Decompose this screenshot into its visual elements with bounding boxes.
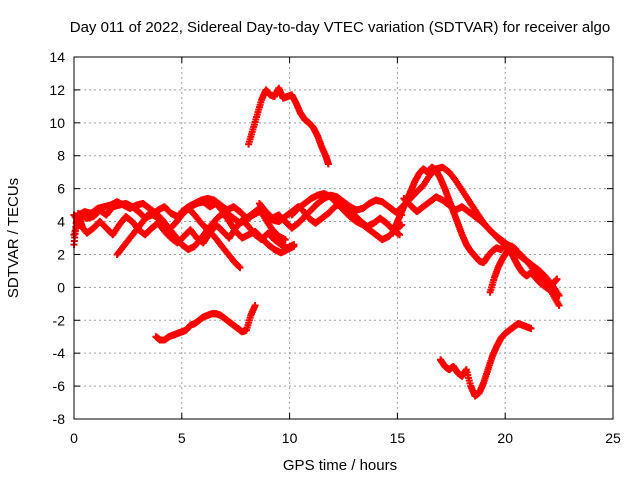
y-tick-label: 12 (49, 82, 65, 98)
data-point (290, 241, 298, 249)
data-point (396, 231, 404, 239)
data-points (70, 84, 563, 400)
data-point (235, 263, 243, 271)
data-point (281, 236, 289, 244)
series-s5 (178, 195, 289, 244)
x-tick-label: 5 (178, 430, 186, 446)
x-axis-title: GPS time / hours (283, 457, 397, 474)
y-tick-label: -6 (53, 378, 66, 394)
chart-title: Day 011 of 2022, Sidereal Day-to-day VTE… (70, 19, 611, 36)
series-s12 (486, 242, 520, 296)
x-tick-label: 10 (282, 430, 298, 446)
series-s14 (152, 301, 259, 344)
data-point (527, 325, 535, 332)
plot-frame (73, 56, 614, 420)
y-tick-label: 0 (57, 279, 65, 295)
grid (74, 57, 613, 419)
x-tick-label: 0 (70, 430, 78, 446)
series-s16 (70, 209, 87, 249)
series-s15 (437, 320, 535, 400)
y-tick-label: 10 (49, 115, 65, 131)
axis-ticks: 0 5 10 15 20 25 -8 -6 -4 -2 0 2 4 6 8 10 12 14 (49, 49, 621, 446)
y-tick-label: -8 (53, 411, 66, 427)
y-tick-label: 8 (57, 148, 65, 164)
data-point (236, 264, 244, 272)
series-s8 (299, 198, 404, 239)
series-s6 (255, 191, 406, 232)
y-tick-label: 2 (57, 246, 65, 262)
data-point (553, 275, 561, 283)
x-tick-label: 20 (497, 430, 513, 446)
y-tick-label: -4 (53, 345, 66, 361)
y-axis-title: SDTVAR / TECUs (5, 178, 22, 298)
series-s13 (245, 84, 332, 168)
y-tick-label: 14 (49, 49, 65, 65)
x-tick-label: 15 (390, 430, 406, 446)
x-tick-label: 25 (605, 430, 621, 446)
y-tick-label: 4 (57, 214, 65, 230)
data-point (79, 224, 87, 232)
data-point (251, 301, 259, 309)
data-point (555, 301, 563, 309)
data-point (512, 246, 520, 254)
y-tick-label: 6 (57, 181, 65, 197)
data-point (324, 160, 332, 168)
y-tick-label: -2 (53, 312, 66, 328)
series-s11 (400, 193, 563, 309)
